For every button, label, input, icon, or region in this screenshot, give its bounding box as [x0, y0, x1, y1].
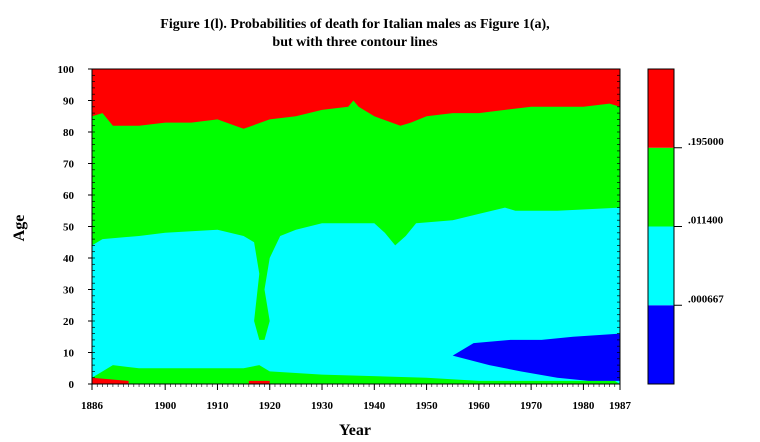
x-tick-label: 1886	[81, 400, 104, 412]
x-tick-label: 1910	[206, 400, 229, 412]
y-tick-label: 70	[63, 159, 75, 171]
contour-band-lowest	[452, 333, 620, 381]
legend-label: .011400	[688, 215, 724, 227]
y-tick-label: 80	[63, 127, 75, 139]
y-tick-label: 20	[63, 316, 75, 328]
chart-subtitle: but with three contour lines	[272, 35, 438, 50]
contour-band-low	[92, 207, 620, 384]
x-tick-label: 1900	[154, 400, 177, 412]
contour-band-high-patch-1	[92, 377, 129, 384]
x-tick-label: 1960	[468, 400, 491, 412]
y-tick-label: 40	[63, 253, 75, 265]
legend-swatch-band-mid	[648, 147, 674, 227]
legend-swatch-band-high	[648, 69, 674, 148]
y-tick-label: 30	[63, 285, 75, 297]
y-axis-label: Age	[11, 215, 28, 242]
x-tick-label: 1950	[416, 400, 439, 412]
x-tick-label: 1940	[363, 400, 386, 412]
contour-band-high	[92, 69, 620, 129]
chart-title: Figure 1(l). Probabilities of death for …	[160, 17, 550, 32]
y-tick-label: 0	[69, 379, 75, 391]
x-tick-label: 1970	[520, 400, 543, 412]
x-tick-label: 1980	[572, 400, 595, 412]
contour-band-high-patch-2	[248, 380, 270, 384]
x-tick-label: 1930	[311, 400, 334, 412]
x-tick-label: 1987	[609, 400, 632, 412]
y-tick-label: 100	[58, 64, 75, 76]
x-tick-label: 1920	[259, 400, 282, 412]
y-tick-label: 10	[63, 348, 75, 360]
x-axis-label: Year	[339, 422, 371, 439]
y-tick-label: 50	[63, 222, 75, 234]
legend-label: .000667	[688, 293, 724, 305]
y-tick-label: 60	[63, 190, 75, 202]
legend-swatch-band-low	[648, 226, 674, 306]
legend-swatch-band-lowest	[648, 305, 674, 384]
legend-label: .195000	[688, 136, 724, 148]
y-tick-label: 90	[63, 96, 75, 108]
